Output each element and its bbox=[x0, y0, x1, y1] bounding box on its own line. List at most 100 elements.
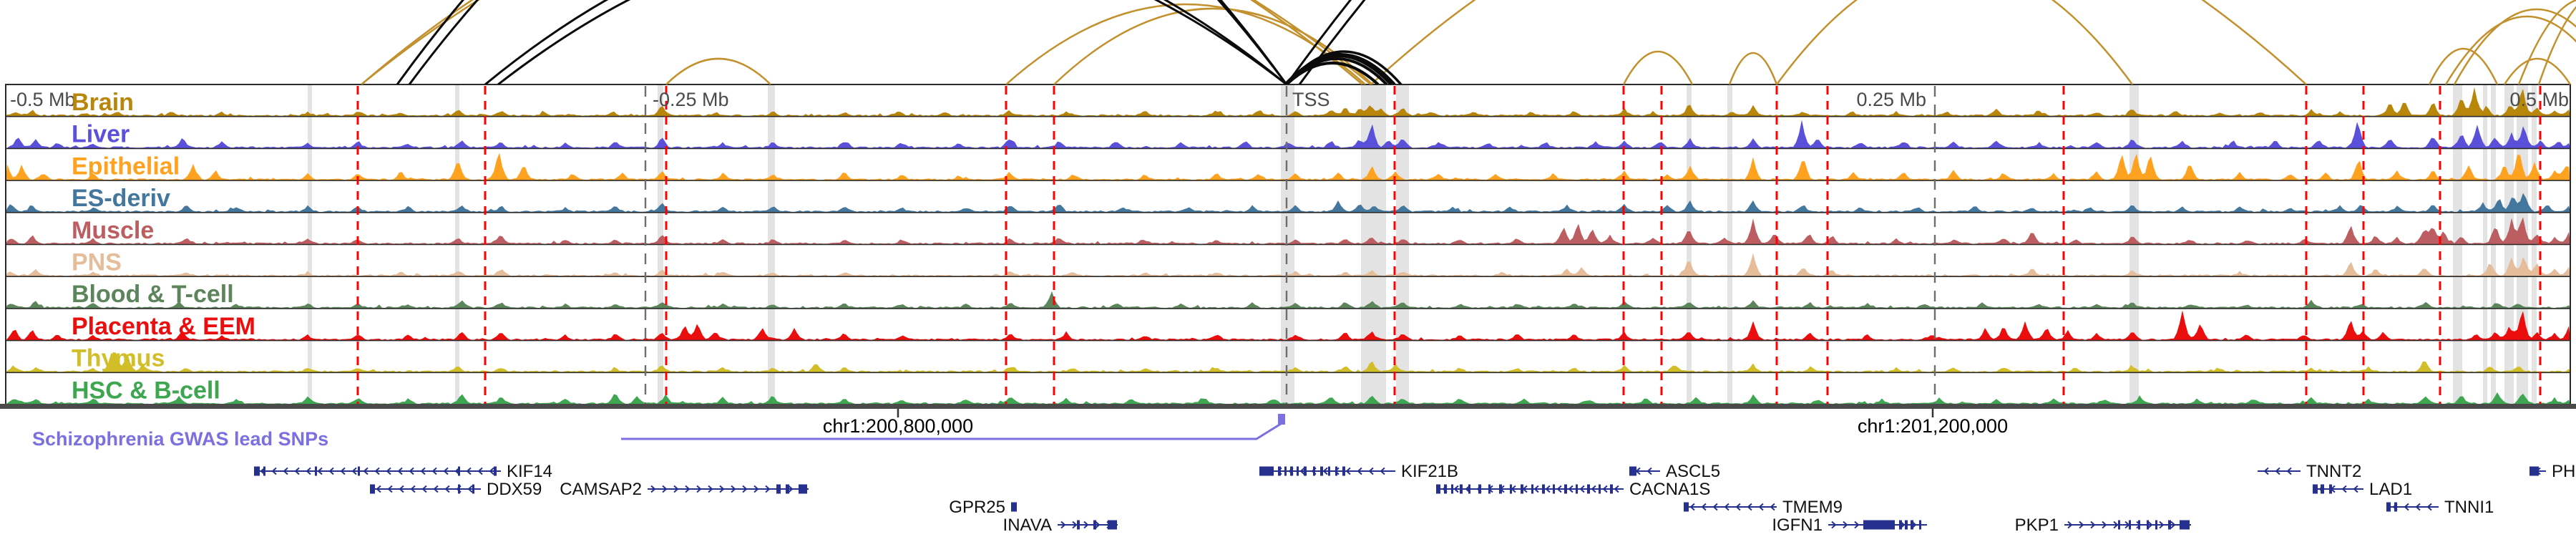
strand-arrow-icon bbox=[2286, 467, 2292, 475]
strand-arrow-icon bbox=[742, 485, 748, 493]
interaction-arc[interactable] bbox=[1298, 0, 2576, 84]
interaction-arc[interactable] bbox=[1285, 62, 1380, 84]
strand-arrow-icon bbox=[410, 485, 416, 493]
scale-label: 0.5 Mb bbox=[2509, 89, 2569, 110]
strand-arrow-icon bbox=[363, 467, 369, 475]
gene-exon bbox=[1684, 502, 1689, 512]
signal-tracks-layer bbox=[6, 87, 2570, 405]
strand-arrow-icon bbox=[1747, 503, 1752, 511]
gene-tnni1[interactable]: TNNI1 bbox=[2386, 498, 2494, 517]
gene-exon bbox=[1093, 520, 1096, 530]
gene-igfn1[interactable]: IGFN1 bbox=[1772, 516, 1927, 535]
track-label-pns: PNS bbox=[72, 249, 122, 276]
gene-exon bbox=[358, 466, 360, 476]
strand-arrow-icon bbox=[719, 485, 725, 493]
gene-tnnt2[interactable]: TNNT2 bbox=[2258, 462, 2361, 481]
gene-exon bbox=[2386, 502, 2391, 512]
gene-pkp1[interactable]: PKP1 bbox=[2015, 516, 2191, 535]
strand-arrow-icon bbox=[420, 467, 426, 475]
gwas-snp-label: Schizophrenia GWAS lead SNPs bbox=[32, 428, 328, 450]
signal-track-hsc-b-cell bbox=[6, 392, 2570, 405]
gene-inava[interactable]: INAVA bbox=[1003, 516, 1118, 535]
gene-exon bbox=[1899, 520, 1902, 530]
enhancer-marker-layer bbox=[356, 86, 2542, 404]
strand-arrow-icon bbox=[1579, 485, 1585, 493]
axis-coordinate-label: chr1:201,200,000 bbox=[1858, 415, 2008, 437]
interaction-arc[interactable] bbox=[1285, 0, 2576, 84]
strand-arrow-icon bbox=[788, 485, 794, 493]
interaction-arc[interactable] bbox=[1728, 52, 1778, 84]
gene-exon bbox=[263, 466, 265, 476]
strand-arrow-icon bbox=[2113, 521, 2119, 529]
strand-arrow-icon bbox=[2170, 521, 2176, 529]
interaction-arc[interactable] bbox=[2444, 15, 2576, 84]
interaction-arc[interactable] bbox=[2453, 8, 2576, 84]
gwas-snp-marker[interactable] bbox=[1278, 414, 1285, 425]
gene-exon bbox=[2321, 484, 2324, 494]
gene-camsap2[interactable]: CAMSAP2 bbox=[560, 480, 809, 499]
strand-arrow-icon bbox=[431, 467, 437, 475]
strand-arrow-icon bbox=[1701, 503, 1707, 511]
gene-kif14[interactable]: KIF14 bbox=[254, 462, 552, 481]
gene-kif21b[interactable]: KIF21B bbox=[1259, 462, 1458, 481]
interaction-arc[interactable] bbox=[2503, 57, 2572, 84]
interaction-arc[interactable] bbox=[361, 0, 1363, 84]
gene-exon bbox=[1077, 520, 1080, 530]
interaction-arc[interactable] bbox=[497, 0, 1287, 84]
signal-track-blood-t-cell bbox=[6, 291, 2570, 309]
interaction-arc[interactable] bbox=[2517, 0, 2576, 84]
gene-exon bbox=[1587, 484, 1590, 494]
strand-arrow-icon bbox=[1854, 521, 1860, 529]
gene-exon bbox=[458, 484, 460, 494]
gene-gpr25[interactable]: GPR25 bbox=[949, 498, 1017, 517]
gene-exon bbox=[1328, 466, 1330, 476]
strand-arrow-icon bbox=[443, 467, 449, 475]
gene-exon bbox=[254, 466, 260, 476]
strand-arrow-icon bbox=[1602, 485, 1608, 493]
gene-phl[interactable]: PHL bbox=[2529, 462, 2576, 481]
interaction-arc[interactable] bbox=[665, 57, 771, 84]
gene-exon bbox=[2180, 520, 2190, 530]
scale-gridlines-layer bbox=[644, 86, 1936, 404]
gene-exon bbox=[1011, 502, 1017, 512]
strand-arrow-icon bbox=[1646, 467, 1652, 475]
strand-arrow-icon bbox=[1614, 485, 1619, 493]
gene-lad1[interactable]: LAD1 bbox=[2313, 480, 2412, 499]
gene-ascl5[interactable]: ASCL5 bbox=[1629, 462, 1720, 481]
gene-exon bbox=[1108, 520, 1117, 530]
gene-exon bbox=[1284, 466, 1287, 476]
gene-exon bbox=[315, 466, 317, 476]
strand-arrow-icon bbox=[2415, 503, 2421, 511]
strand-arrow-icon bbox=[2404, 503, 2409, 511]
strand-arrow-icon bbox=[328, 467, 334, 475]
interaction-arc[interactable] bbox=[1284, 54, 1392, 84]
gene-exon bbox=[1436, 484, 1440, 494]
interaction-arc[interactable] bbox=[1053, 7, 1373, 84]
gene-cacna1s[interactable]: CACNA1S bbox=[1436, 480, 1710, 499]
interaction-arc[interactable] bbox=[361, 0, 1372, 84]
gene-ddx59[interactable]: DDX59 bbox=[370, 480, 542, 499]
gene-tmem9[interactable]: TMEM9 bbox=[1684, 498, 1843, 517]
interaction-arc[interactable] bbox=[2428, 47, 2499, 84]
gene-exon bbox=[799, 484, 807, 494]
gene-exon bbox=[786, 484, 789, 494]
interaction-arc[interactable] bbox=[396, 0, 1288, 84]
gene-exon bbox=[1460, 484, 1463, 494]
strand-arrow-icon bbox=[489, 467, 494, 475]
gene-exon bbox=[1335, 466, 1337, 476]
gene-label: GPR25 bbox=[949, 498, 1005, 517]
interaction-arc[interactable] bbox=[484, 0, 1287, 84]
gene-exon bbox=[2147, 520, 2149, 530]
gene-exon bbox=[1259, 466, 1274, 476]
strand-arrow-icon bbox=[271, 467, 277, 475]
strand-arrow-icon bbox=[2067, 521, 2073, 529]
interaction-arc[interactable] bbox=[1622, 50, 1694, 84]
gene-exon bbox=[1531, 484, 1533, 494]
strand-arrow-icon bbox=[444, 485, 450, 493]
interaction-arc[interactable] bbox=[2537, 0, 2576, 84]
gene-exon bbox=[1313, 466, 1315, 476]
interaction-arc[interactable] bbox=[1370, 0, 2307, 84]
interaction-arc[interactable] bbox=[1775, 0, 2134, 84]
gene-exon bbox=[1499, 484, 1502, 494]
